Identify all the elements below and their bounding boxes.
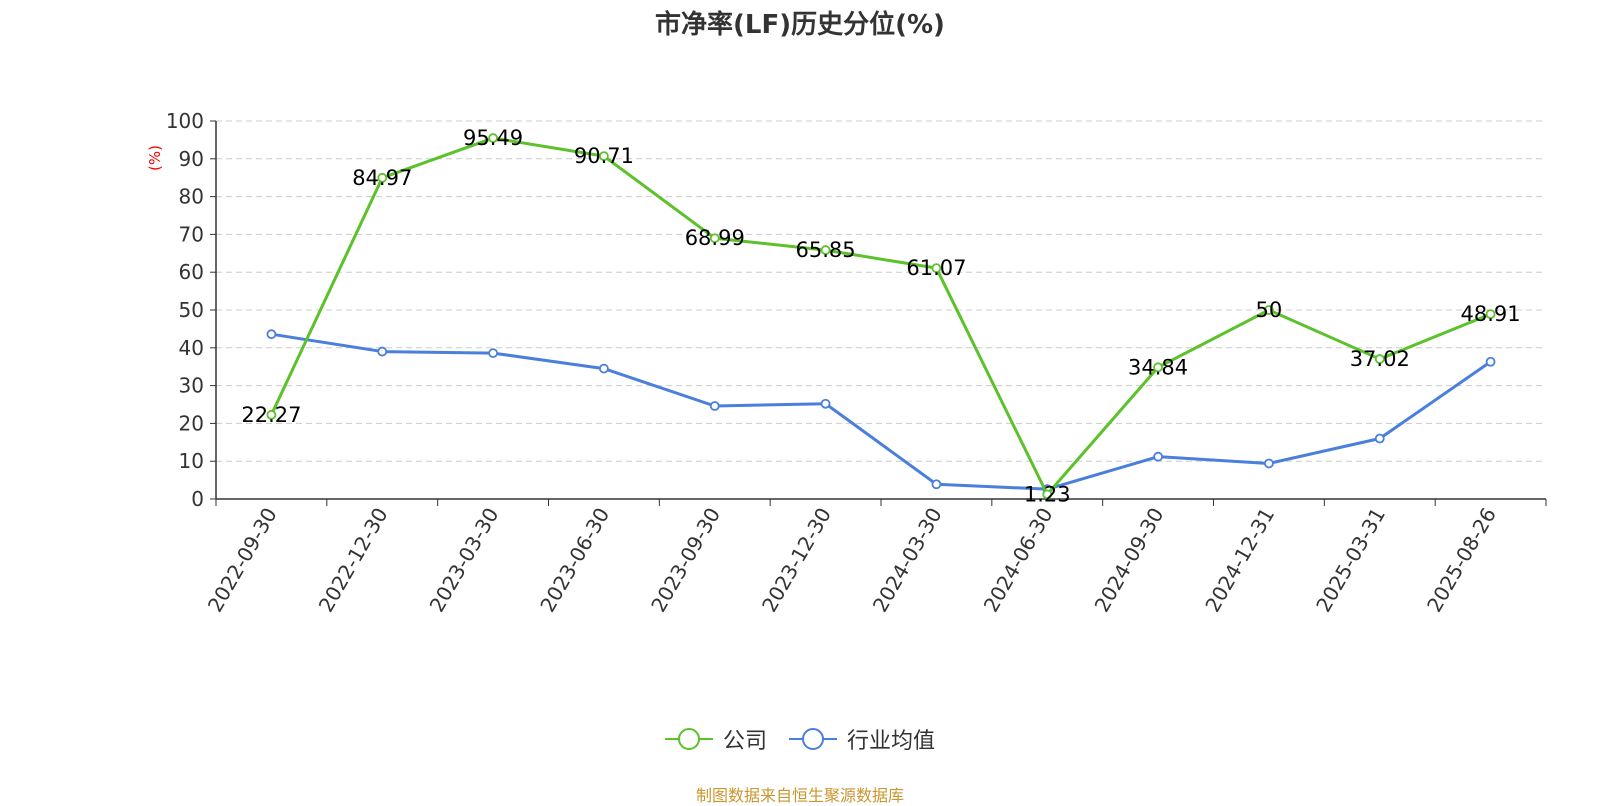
y-tick-label: 100 [166, 109, 204, 133]
data-label: 48.91 [1461, 302, 1521, 326]
data-point [488, 348, 498, 358]
series-line [270, 136, 1492, 496]
x-tick-label: 2023-06-30 [535, 504, 614, 617]
x-tick-label: 2024-03-30 [868, 504, 947, 617]
y-tick-label: 10 [179, 449, 204, 473]
legend-item-industry[interactable]: 行业均值 [789, 723, 935, 755]
data-label: 68.99 [685, 226, 745, 250]
data-point [1485, 356, 1496, 367]
x-tick-label: 2025-03-31 [1311, 504, 1390, 617]
data-point [1264, 305, 1274, 315]
legend-marker-industry-icon [789, 728, 837, 750]
data-label: 34.84 [1128, 355, 1188, 379]
y-axis-label: (%) [146, 145, 164, 171]
y-tick-label: 80 [179, 185, 204, 209]
data-point [931, 479, 942, 490]
y-tick-label: 90 [179, 147, 204, 171]
data-point [488, 133, 498, 143]
grid-lines [216, 120, 1546, 462]
legend-item-company[interactable]: 公司 [664, 723, 767, 755]
data-point [1374, 433, 1385, 444]
legend-label-company: 公司 [722, 729, 767, 754]
data-point [377, 172, 388, 183]
data-label: 37.02 [1350, 347, 1410, 371]
data-label: 50 [1256, 298, 1283, 322]
x-tick-label: 2025-08-26 [1422, 504, 1501, 617]
x-tick-label: 2023-03-30 [425, 504, 504, 617]
data-label: 84.97 [352, 166, 412, 190]
data-label: 90.71 [574, 144, 634, 168]
y-tick-label: 40 [179, 336, 204, 360]
data-point [1264, 458, 1274, 469]
y-tick-label: 0 [191, 487, 204, 511]
data-point [1153, 451, 1163, 462]
y-tick-label: 70 [179, 222, 204, 246]
x-tick-label: 2023-12-30 [757, 504, 836, 617]
data-point [1042, 489, 1053, 500]
chart-title: 市净率(LF)历史分位(%) [655, 10, 945, 40]
data-label: 22.27 [241, 403, 301, 427]
data-label: 61.07 [906, 256, 966, 280]
data-point [1153, 362, 1163, 373]
source-note: 制图数据来自恒生聚源数据库 [695, 786, 904, 805]
x-tick-label: 2024-12-31 [1200, 504, 1279, 617]
y-tick-label: 50 [179, 298, 204, 322]
data-point [266, 329, 277, 340]
legend-marker-company-icon [664, 728, 713, 750]
legend-label-industry: 行业均值 [847, 729, 936, 754]
data-point [931, 263, 942, 274]
data-point [266, 409, 277, 420]
y-tick-label: 60 [179, 260, 204, 284]
data-point [709, 401, 720, 411]
x-tick-label: 2024-09-30 [1090, 504, 1169, 617]
legend: 公司 行业均值 [0, 723, 1600, 755]
data-point [1485, 309, 1496, 320]
data-point [599, 151, 609, 162]
y-tick-label: 30 [179, 374, 204, 398]
data-point [820, 245, 831, 255]
data-label: 65.85 [796, 238, 856, 262]
data-point [599, 363, 609, 374]
x-tick-label: 2024-06-30 [979, 504, 1058, 617]
data-label: 1.23 [1024, 482, 1071, 506]
data-label: 95.49 [463, 126, 523, 150]
data-point [377, 346, 388, 357]
x-tick-label: 2023-09-30 [646, 504, 725, 617]
y-tick-label: 20 [179, 411, 204, 435]
x-tick-label: 2022-12-30 [314, 504, 393, 617]
data-point [820, 398, 831, 409]
data-point [1374, 354, 1385, 364]
x-tick-label: 2022-09-30 [203, 504, 282, 617]
series-line [271, 332, 1492, 491]
series [266, 133, 1496, 500]
data-labels: 22.27 84.97 95.49 90.71 68.99 65.85 61.07 1.23 3… [241, 126, 1520, 506]
data-point [709, 233, 720, 244]
